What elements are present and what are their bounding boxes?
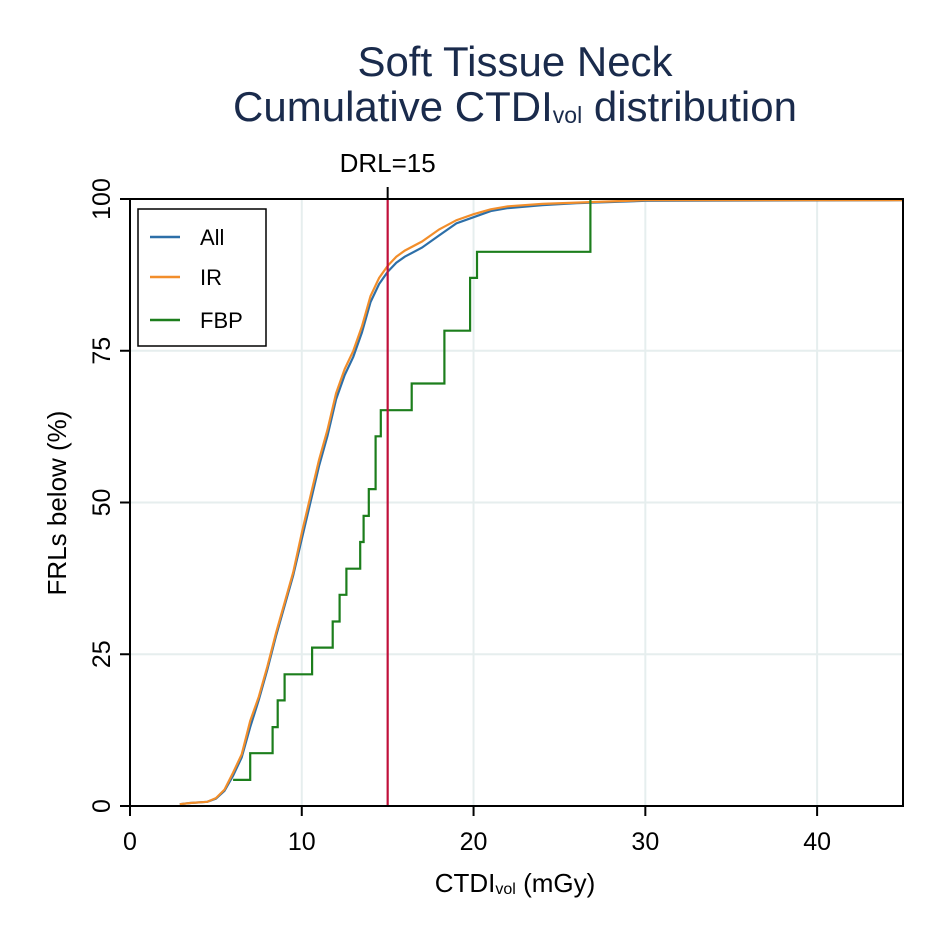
x-tick-label-30: 30 (631, 828, 659, 856)
chart-title-line1: Soft Tissue Neck (357, 38, 673, 85)
series-line-fbp (233, 199, 592, 781)
axes: 0 10 20 30 40 0 25 50 75 100 (88, 178, 904, 856)
y-tick-label-50: 50 (88, 489, 116, 517)
x-axis-title: CTDIvol (mGy) (435, 868, 596, 898)
reference-line-group: DRL=15 (340, 148, 436, 806)
x-tick-label-20: 20 (460, 828, 488, 856)
grid-lines (130, 198, 903, 806)
legend-label-fbp: FBP (200, 308, 243, 333)
x-tick-label-10: 10 (288, 828, 316, 856)
y-tick-label-100: 100 (88, 178, 116, 220)
legend-label-all: All (200, 225, 224, 250)
x-tick-label-0: 0 (123, 828, 137, 856)
y-tick-label-0: 0 (88, 799, 116, 813)
drl-label: DRL=15 (340, 148, 436, 178)
series-line-ir (179, 199, 903, 806)
legend-label-ir: IR (200, 265, 222, 290)
y-tick-label-75: 75 (88, 337, 116, 365)
y-tick-label-25: 25 (88, 640, 116, 668)
chart-title-line2: Cumulative CTDIvol distribution (233, 83, 797, 130)
series-line-all (179, 199, 904, 806)
y-axis-title: FRLs below (%) (42, 411, 72, 596)
legend: All IR FBP (137, 208, 267, 347)
x-tick-label-40: 40 (803, 828, 831, 856)
data-series (179, 199, 904, 806)
